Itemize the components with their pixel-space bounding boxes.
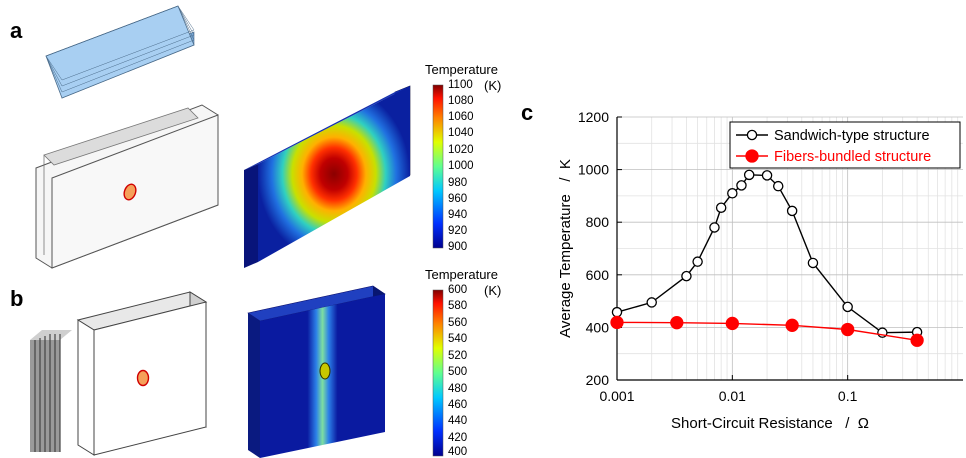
chart-axes: 200 400 600 800 1000 1200 0.001 0.01 0.1 Short-Ci… — [557, 109, 963, 432]
y-tick-label: 800 — [586, 214, 610, 230]
colorbar-b-tick: 540 — [448, 333, 468, 345]
panel-label-c: c — [521, 100, 534, 125]
colorbar-a-tick: 960 — [448, 193, 468, 205]
data-point — [807, 257, 819, 269]
colorbar-a-tick: 1080 — [448, 95, 474, 107]
colorbar-b-tick: 500 — [448, 366, 468, 378]
data-point — [610, 315, 624, 330]
legend-label: Sandwich-type structure — [774, 128, 930, 144]
x-tick-label: 0.1 — [838, 388, 858, 404]
data-point — [727, 188, 738, 199]
y-tick-label: 200 — [586, 372, 610, 388]
data-point — [736, 180, 747, 191]
fiber-bundle — [30, 330, 72, 452]
y-tick-label: 400 — [586, 319, 610, 335]
data-point — [725, 316, 739, 331]
x-tick-label: 0.01 — [719, 388, 746, 404]
colorbar-b-unit: (K) — [484, 283, 502, 298]
panel-label-b: b — [10, 286, 24, 311]
colorbar-a-tick: 900 — [448, 241, 468, 253]
colorbar-a-tick: 1100 — [448, 79, 473, 91]
data-point — [772, 180, 784, 192]
chart-legend: Sandwich-type structure Fibers-bundled st… — [729, 121, 961, 169]
data-point — [715, 202, 727, 213]
data-point — [709, 222, 720, 233]
legend-marker — [745, 149, 759, 163]
colorbar-a-title: Temperature — [425, 62, 498, 77]
legend-box — [729, 121, 961, 169]
colorbar-b-tick: 420 — [448, 432, 468, 444]
series-line — [616, 174, 918, 334]
data-point — [692, 256, 703, 267]
data-point — [786, 205, 798, 217]
colorbar-a-unit: (K) — [484, 78, 502, 93]
colorbar-b-tick: 440 — [448, 415, 468, 427]
colorbar-b-tick: 480 — [448, 383, 468, 395]
colorbar-b-tick: 520 — [448, 350, 468, 362]
chart-series — [610, 169, 924, 347]
colorbar-a-tick: 1060 — [448, 111, 474, 123]
colorbar-a-tick: 1020 — [448, 144, 474, 156]
colorbar-a-tick: 940 — [448, 209, 468, 221]
data-point — [670, 316, 684, 330]
y-tick-label: 600 — [586, 267, 610, 283]
colorbar-b-tick: 560 — [448, 317, 468, 329]
colorbar-a — [432, 84, 444, 249]
y-tick-label: 1200 — [578, 109, 609, 125]
simulation-render-b — [247, 285, 386, 458]
colorbar-a-tick: 920 — [448, 225, 468, 237]
colorbar-b-tick: 600 — [448, 284, 468, 296]
x-axis-label: Short-Circuit Resistance / Ω — [671, 415, 869, 432]
data-point — [842, 301, 853, 313]
data-point — [841, 322, 855, 337]
data-point — [910, 333, 924, 347]
simulation-render-a — [244, 85, 411, 268]
data-point — [761, 170, 773, 181]
colorbar-b — [432, 289, 444, 457]
panel-label-a: a — [10, 18, 23, 43]
series-line — [616, 321, 918, 341]
colorbar-b-tick: 460 — [448, 399, 468, 411]
data-point — [611, 306, 623, 318]
colorbar-a-tick: 1040 — [448, 127, 474, 139]
data-point — [785, 318, 799, 332]
data-point — [743, 169, 755, 181]
y-axis-label: Average Temperature / K — [557, 159, 574, 338]
cell-box-a — [35, 104, 219, 269]
colorbar-b-tick: 400 — [448, 446, 468, 458]
data-point — [646, 297, 657, 308]
colorbar-a-tick: 1000 — [448, 160, 474, 172]
legend-marker — [746, 129, 758, 141]
x-tick-label: 0.001 — [599, 388, 634, 404]
y-tick-label: 1000 — [578, 162, 609, 178]
colorbar-b-title: Temperature — [425, 267, 498, 282]
cell-box-b — [76, 291, 208, 456]
colorbar-b-tick: 580 — [448, 300, 468, 312]
stacked-sheets — [45, 5, 195, 99]
legend-label: Fibers-bundled structure — [774, 149, 931, 165]
colorbar-a-tick: 980 — [448, 177, 468, 189]
data-point — [681, 270, 692, 282]
